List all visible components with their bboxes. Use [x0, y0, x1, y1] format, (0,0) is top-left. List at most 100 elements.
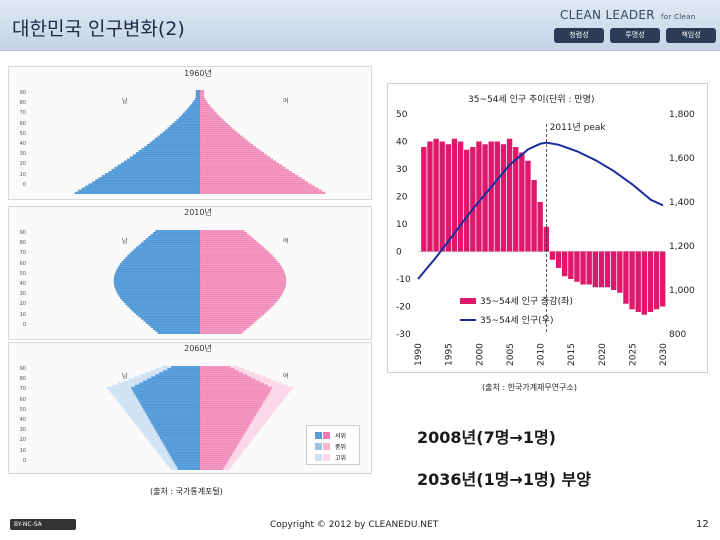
- pyramid-bar-male: [158, 434, 201, 437]
- pyramid-bar-female-outer: [228, 459, 237, 462]
- age-tick: 80: [19, 240, 26, 247]
- pyramid-bar-male: [164, 444, 201, 448]
- pyramid-bar-female-outer: [238, 370, 250, 373]
- pyramid-bar-male-outer: [154, 447, 166, 450]
- pyramid-bar-female: [199, 104, 210, 107]
- pyramid-bar-female-outer: [248, 426, 263, 429]
- bar-mark: [500, 144, 507, 252]
- pyramid-bar-female: [199, 292, 283, 295]
- legend-line-label: 35~54세 인구(우): [480, 315, 553, 326]
- pyramid-bar-female-outer: [254, 415, 271, 418]
- pyramid-bar-male: [113, 279, 201, 283]
- pyramid-bar-male-outer: [136, 424, 153, 427]
- pyramid-bar-male: [188, 106, 201, 109]
- pyramid-bar-female: [199, 417, 254, 421]
- pyramid-bar-male: [147, 143, 201, 147]
- pyramid-bar-male: [105, 173, 201, 176]
- bar-mark: [592, 251, 599, 288]
- pyramid-bar-female: [199, 403, 263, 406]
- tab-accountability[interactable]: 책임성: [666, 28, 716, 43]
- pyramid-bar-female-outer: [268, 384, 288, 387]
- bar-mark: [421, 147, 427, 252]
- pyramid-bar-female: [199, 380, 260, 383]
- left-tick-label: -30: [396, 330, 411, 340]
- pyramid-bar-female: [199, 446, 236, 450]
- pyramid-bar-male-outer: [129, 415, 148, 418]
- pyramid-bar-male: [167, 367, 201, 371]
- pyramid-bar-female: [199, 135, 243, 138]
- pyramid-bar-female: [199, 90, 205, 93]
- pyramid-bar-male: [81, 187, 201, 190]
- pyramid-bar-male: [129, 306, 201, 310]
- pyramid-bar-male: [88, 183, 201, 186]
- age-tick: 50: [19, 270, 26, 277]
- tab-transparency[interactable]: 투명성: [610, 28, 660, 43]
- pyramid-bar-female: [199, 240, 257, 243]
- pyramid-bar-male-outer: [157, 451, 169, 454]
- pyramid-bar-male: [132, 154, 201, 157]
- chart-title: 35~54세 인구 추이(단위 : 만명): [468, 94, 594, 105]
- pyramid-bar-male: [113, 277, 201, 281]
- pyramid-bar-female: [199, 386, 273, 390]
- pyramid-bar-male: [174, 121, 201, 124]
- bar-mark: [482, 144, 488, 252]
- bar-mark: [611, 251, 617, 290]
- line-series: [417, 141, 664, 280]
- pyramid-bar-female: [199, 319, 257, 322]
- pyramid-bar-male: [91, 181, 201, 184]
- pyramid-bar-male: [170, 455, 201, 458]
- x-tick-label: 1995: [445, 343, 455, 366]
- pyramid-bar-male: [172, 123, 201, 126]
- x-tick-label: 2005: [506, 343, 516, 366]
- legend-label-0: 서위: [335, 433, 347, 440]
- pyramid-bar-male: [145, 238, 201, 241]
- tab-integrity[interactable]: 청렴성: [554, 28, 604, 43]
- pyramid-bar-male-outer: [170, 467, 178, 470]
- cc-license-badge: BY-NC-SA: [10, 519, 76, 530]
- chart-panel: 35~54세 인구 추이(단위 : 만명) 50 40 30 20 10 0 -10 -20 -3…: [387, 83, 708, 373]
- pyramid-bar-female: [199, 154, 268, 157]
- pyramid-bar-female: [199, 143, 253, 147]
- pyramid-bar-male-outer: [142, 432, 158, 435]
- pyramid-bar-female: [199, 102, 209, 105]
- bar-mark: [617, 251, 623, 293]
- age-tick: 70: [19, 250, 26, 257]
- bar-mark: [451, 138, 458, 252]
- pyramid-bar-female: [199, 263, 280, 266]
- pyramid-bar-female-outer: [247, 428, 261, 431]
- pyramid-bar-female-outer: [259, 407, 277, 410]
- age-tick: 10: [19, 447, 26, 454]
- pyramid-bar-female: [199, 91, 205, 95]
- pyramid-bar-female: [199, 173, 295, 176]
- pyramid-bar-male-outer: [113, 395, 136, 398]
- pyramid-bar-male: [176, 118, 201, 122]
- pyramid-bar-female-outer: [230, 366, 239, 369]
- bar-mark: [525, 160, 531, 252]
- pyramid-bar-female: [199, 407, 260, 410]
- pyramid-bar-male-outer: [110, 390, 134, 394]
- pyramid-bar-male-outer: [146, 436, 160, 439]
- left-tick-label: 0: [396, 248, 402, 258]
- pyramid-bar-male: [145, 321, 201, 324]
- pyramid-bar-male: [155, 137, 201, 141]
- pyramid-bar-female: [199, 465, 225, 469]
- pyramid-bar-female: [199, 110, 216, 114]
- pyramid-bar-female-outer: [264, 399, 284, 402]
- pyramid-bar-male: [168, 451, 201, 454]
- pyramid-bar-female: [199, 177, 302, 180]
- pyramid-bar-male-outer: [123, 380, 144, 383]
- pyramid-bar-female-outer: [270, 388, 292, 391]
- pyramid-bar-male: [141, 242, 201, 245]
- pyramid-bar-male: [129, 252, 201, 256]
- pyramid-bar-male: [195, 94, 201, 97]
- pyramid-bar-male: [123, 300, 201, 303]
- bar-mark: [562, 251, 568, 277]
- bar-mark: [427, 141, 433, 252]
- pyramid-bar-male: [135, 384, 201, 387]
- pyramid-bar-male-outer: [144, 434, 159, 437]
- pyramid-1960: [74, 90, 326, 194]
- pyramid-bar-male: [150, 234, 201, 237]
- pyramid-bar-female: [199, 372, 243, 375]
- pyramid-bar-female: [199, 146, 256, 149]
- pyramid-bar-male-outer: [141, 430, 157, 433]
